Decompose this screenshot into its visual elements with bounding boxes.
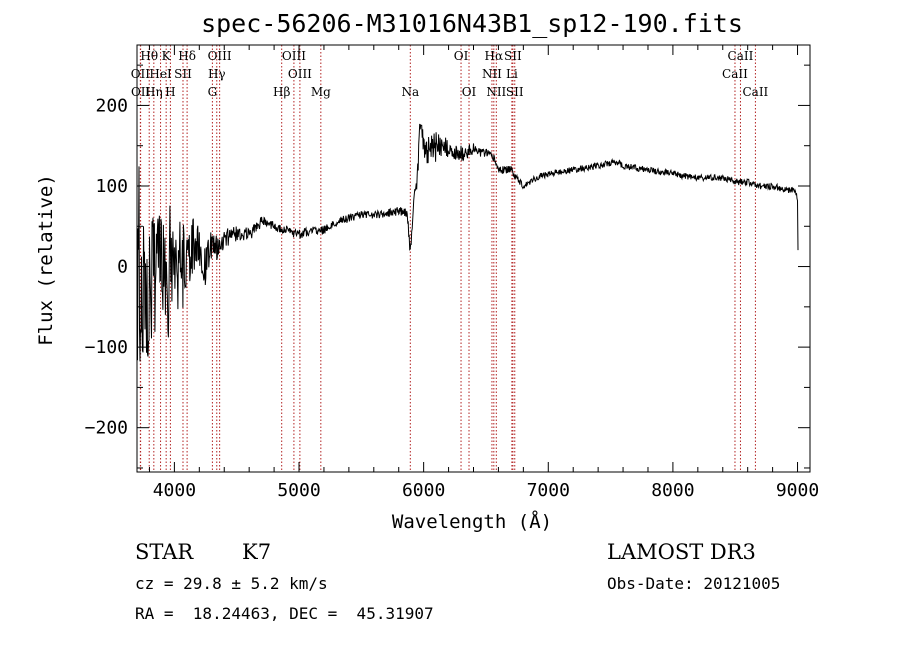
line-label-22: Mg [311, 85, 331, 99]
x-tick-label-5: 9000 [776, 480, 819, 501]
y-tick-label-4: 200 [95, 95, 128, 116]
spectrum-trace [136, 123, 799, 362]
line-label-7: SII [504, 49, 522, 63]
line-label-13: OIII [288, 67, 312, 81]
line-label-10: HeI [149, 67, 172, 81]
line-label-27: CaII [742, 85, 768, 99]
plot-frame [136, 44, 811, 473]
line-label-20: G [208, 85, 218, 99]
y-tick-label-1: −100 [85, 337, 128, 358]
line-label-24: OI [462, 85, 477, 99]
x-tick-label-1: 5000 [277, 480, 320, 501]
line-label-26: SII [506, 85, 524, 99]
obs-date: Obs-Date: 20121005 [607, 574, 780, 593]
object-class: STAR [135, 540, 194, 564]
line-label-4: OIII [282, 49, 306, 63]
line-label-14: NII [482, 67, 502, 81]
line-label-0: Hθ [140, 49, 158, 63]
y-tick-label-2: 0 [117, 257, 128, 278]
line-label-25: NII [486, 85, 506, 99]
line-label-6: Hα [485, 49, 504, 63]
line-label-16: CaII [722, 67, 748, 81]
x-tick-label-0: 4000 [153, 480, 196, 501]
survey-name: LAMOST DR3 [607, 540, 756, 564]
line-label-1: K [162, 49, 172, 63]
object-subclass: K7 [242, 540, 271, 564]
line-label-11: SII [174, 67, 192, 81]
line-label-15: Li [506, 67, 518, 81]
line-label-9: OII [131, 67, 151, 81]
chart-title: spec-56206-M31016N43B1_sp12-190.fits [201, 9, 743, 38]
line-label-2: Hδ [178, 49, 196, 63]
coordinates: RA = 18.24463, DEC = 45.31907 [135, 604, 434, 623]
redshift-velocity: cz = 29.8 ± 5.2 km/s [135, 574, 328, 593]
line-label-18: Hη [145, 85, 163, 99]
x-tick-label-2: 6000 [402, 480, 445, 501]
y-tick-label-3: 100 [95, 176, 128, 197]
x-tick-label-4: 8000 [651, 480, 694, 501]
x-tick-label-3: 7000 [527, 480, 570, 501]
line-label-21: Hβ [273, 85, 290, 99]
line-markers [139, 45, 756, 472]
line-label-5: OI [454, 49, 469, 63]
line-label-3: OIII [208, 49, 232, 63]
y-tick-label-0: −200 [85, 418, 128, 439]
line-label-17: OII [131, 85, 151, 99]
line-label-12: Hγ [208, 67, 226, 81]
y-axis-label: Flux (relative) [35, 174, 57, 346]
line-label-8: CaII [728, 49, 754, 63]
x-axis-label: Wavelength (Å) [392, 510, 552, 533]
line-label-19: H [165, 85, 175, 99]
axis-ticks: 4000 5000 6000 7000 8000 9000 −200 −100 0 100 200 [85, 45, 819, 501]
line-label-23: Na [401, 85, 419, 99]
